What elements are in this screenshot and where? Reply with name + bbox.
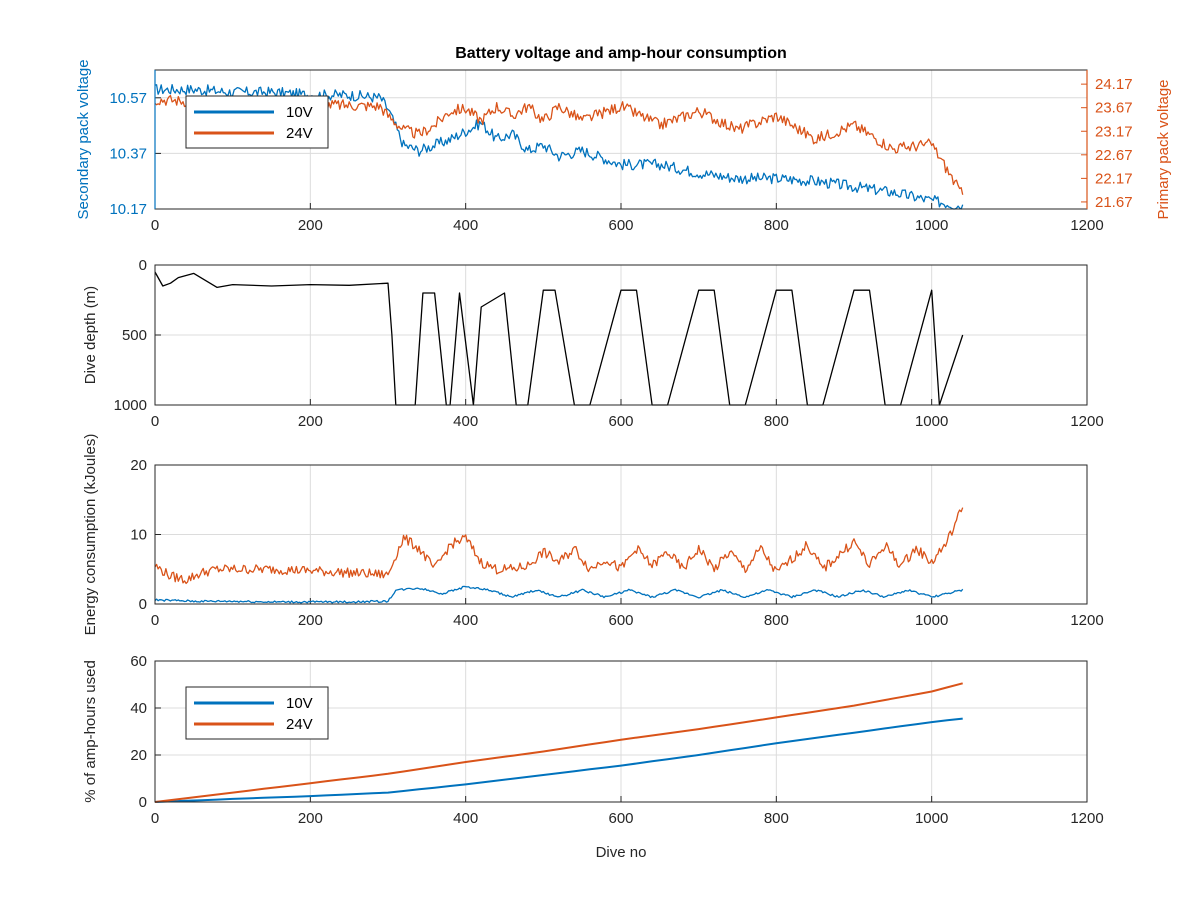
x-tick-label: 1000	[915, 217, 948, 234]
x-tick-label: 400	[453, 413, 478, 430]
x-tick-label: 600	[608, 612, 633, 629]
x-tick-label: 0	[151, 217, 159, 234]
x-tick-label: 800	[764, 810, 789, 827]
legend-entry: 10V	[286, 695, 313, 712]
y-tick-label: 20	[130, 457, 147, 474]
axes-box	[154, 264, 1088, 406]
legend-entry: 24V	[286, 716, 313, 733]
x-tick-label: 800	[764, 217, 789, 234]
x-tick-label: 400	[453, 217, 478, 234]
series-line-10V	[154, 717, 963, 803]
y-axis-label: Dive depth (m)	[82, 286, 99, 384]
y-tick-label: 1000	[114, 397, 147, 414]
x-tick-label: 800	[764, 413, 789, 430]
x-tick-label: 1200	[1070, 810, 1103, 827]
y-tick-label: 40	[130, 700, 147, 717]
subplot-4	[154, 660, 1088, 803]
x-tick-label: 400	[453, 612, 478, 629]
x-tick-label: 1200	[1070, 612, 1103, 629]
x-tick-label: 1200	[1070, 217, 1103, 234]
y-right-tick-label: 22.67	[1095, 147, 1133, 164]
chart-title: Battery voltage and amp-hour consumption	[455, 45, 787, 62]
x-tick-label: 200	[298, 612, 323, 629]
axes-box	[154, 464, 1088, 605]
y-tick-label: 0	[139, 794, 147, 811]
x-tick-label: 200	[298, 217, 323, 234]
subplot-2	[154, 264, 1088, 406]
y-right-tick-label: 24.17	[1095, 76, 1133, 93]
legend-box	[185, 686, 329, 740]
y-tick-label: 10.37	[109, 145, 147, 162]
x-tick-label: 0	[151, 612, 159, 629]
y-right-tick-label: 23.67	[1095, 100, 1133, 117]
x-tick-label: 800	[764, 612, 789, 629]
y-tick-label: 10	[130, 527, 147, 544]
y-axis-label: Secondary pack voltage	[75, 59, 92, 219]
x-tick-label: 600	[608, 413, 633, 430]
y-tick-label: 10.57	[109, 90, 147, 107]
x-tick-label: 200	[298, 413, 323, 430]
legend-entry: 24V	[286, 125, 313, 142]
x-tick-label: 400	[453, 810, 478, 827]
legend-box	[185, 95, 329, 149]
x-axis-label: Dive no	[596, 844, 647, 861]
y-right-tick-label: 21.67	[1095, 194, 1133, 211]
y-tick-label: 10.17	[109, 201, 147, 218]
axes-box	[154, 660, 1088, 803]
x-tick-label: 600	[608, 217, 633, 234]
x-tick-label: 1000	[915, 413, 948, 430]
y-tick-label: 20	[130, 747, 147, 764]
x-tick-label: 1000	[915, 810, 948, 827]
y-right-tick-label: 23.17	[1095, 123, 1133, 140]
y-tick-label: 60	[130, 653, 147, 670]
series-line-10V	[154, 585, 964, 604]
y-right-tick-label: 22.17	[1095, 170, 1133, 187]
x-tick-label: 600	[608, 810, 633, 827]
x-tick-label: 1000	[915, 612, 948, 629]
subplot-1	[154, 69, 1088, 210]
x-tick-label: 200	[298, 810, 323, 827]
series-line-depth	[154, 271, 964, 406]
y-axis-label: Energy consumption (kJoules)	[82, 434, 99, 636]
y-axis-right-label: Primary pack voltage	[1155, 79, 1172, 219]
x-tick-label: 1200	[1070, 413, 1103, 430]
series-line-24V	[154, 682, 963, 803]
y-tick-label: 500	[122, 327, 147, 344]
series-line-24V	[154, 507, 964, 585]
y-tick-label: 0	[139, 257, 147, 274]
x-tick-label: 0	[151, 810, 159, 827]
subplot-3	[154, 464, 1088, 605]
series-line-10V	[154, 83, 964, 210]
y-tick-label: 0	[139, 596, 147, 613]
x-tick-label: 0	[151, 413, 159, 430]
y-axis-label: % of amp-hours used	[82, 660, 99, 803]
legend-entry: 10V	[286, 104, 313, 121]
